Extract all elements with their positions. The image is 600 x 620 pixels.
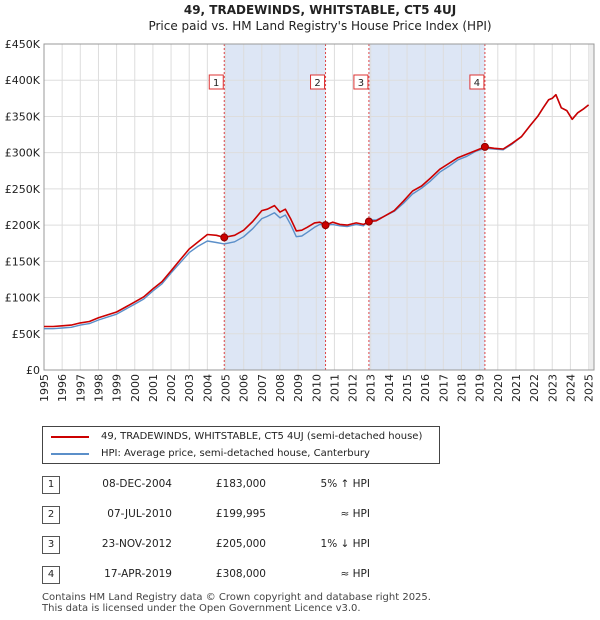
sale-point: [364, 217, 373, 226]
x-tick-label: 1998: [92, 374, 105, 402]
x-tick-label: 2021: [510, 374, 523, 402]
x-tick-label: 2004: [201, 374, 214, 402]
legend-label-hpi: HPI: Average price, semi-detached house,…: [101, 448, 370, 459]
sale-price: £199,995: [215, 508, 266, 520]
sale-date: 23-NOV-2012: [101, 538, 172, 550]
legend-swatch-blue: [51, 452, 89, 455]
sale-point: [220, 233, 229, 242]
sale-hpi-comparison: ≈ HPI: [340, 568, 370, 580]
x-tick-label: 2019: [474, 374, 487, 402]
sale-badge-label: 4: [474, 78, 480, 89]
sale-badge-box: [208, 74, 224, 90]
x-tick-label: 1997: [74, 374, 87, 402]
sale-number-badge: 1: [42, 476, 60, 494]
y-tick-label: £50K: [12, 328, 41, 341]
y-tick-label: £350K: [5, 110, 41, 123]
price-chart: 49, TRADEWINDS, WHITSTABLE, CT5 4UJ Pric…: [5, 3, 596, 402]
sale-badge-box: [310, 74, 326, 90]
x-tick-label: 2022: [528, 374, 541, 402]
x-tick-label: 1995: [38, 374, 51, 402]
x-tick-label: 1999: [111, 374, 124, 402]
x-tick-label: 2000: [129, 374, 142, 402]
sale-badge-label: 3: [358, 78, 364, 89]
x-tick-label: 2012: [347, 374, 360, 402]
sale-number-badge: 2: [42, 506, 60, 524]
y-tick-label: £400K: [5, 74, 41, 87]
sale-price: £183,000: [215, 478, 266, 490]
forecast-zone: [588, 44, 594, 370]
x-tick-label: 2008: [274, 374, 287, 402]
x-tick-label: 2010: [310, 374, 323, 402]
x-tick-label: 2001: [147, 374, 160, 402]
x-tick-label: 2005: [220, 374, 233, 402]
chart-title: 49, TRADEWINDS, WHITSTABLE, CT5 4UJ: [184, 3, 456, 17]
table-row: 1 08-DEC-2004 £183,000 5% ↑ HPI: [42, 476, 562, 496]
sale-hpi-comparison: ≈ HPI: [340, 508, 370, 520]
sale-number-badge: 3: [42, 536, 60, 554]
x-tick-label: 2007: [256, 374, 269, 402]
sale-price: £205,000: [215, 538, 266, 550]
x-tick-label: 2006: [238, 374, 251, 402]
x-tick-label: 2020: [492, 374, 505, 402]
legend-item-hpi: HPI: Average price, semi-detached house,…: [43, 445, 370, 462]
footer-attribution: Contains HM Land Registry data © Crown c…: [42, 592, 431, 614]
sale-badge-label: 1: [213, 78, 219, 89]
sale-date: 17-APR-2019: [104, 568, 172, 580]
sale-badge-label: 2: [314, 78, 320, 89]
y-tick-label: £450K: [5, 38, 41, 51]
x-tick-label: 2009: [292, 374, 305, 402]
sale-badge-box: [353, 74, 369, 90]
legend-item-property: 49, TRADEWINDS, WHITSTABLE, CT5 4UJ (sem…: [43, 428, 422, 445]
chart-subtitle: Price paid vs. HM Land Registry's House …: [148, 19, 491, 33]
x-tick-label: 2025: [583, 374, 596, 402]
x-tick-label: 2024: [564, 374, 577, 402]
sale-hpi-comparison: 5% ↑ HPI: [320, 478, 370, 490]
x-tick-label: 2017: [437, 374, 450, 402]
sale-point: [480, 142, 489, 151]
y-tick-label: £200K: [5, 219, 41, 232]
footer-copyright: Contains HM Land Registry data © Crown c…: [42, 592, 431, 603]
table-row: 4 17-APR-2019 £308,000 ≈ HPI: [42, 566, 562, 586]
sale-hpi-comparison: 1% ↓ HPI: [320, 538, 370, 550]
x-tick-label: 2014: [383, 374, 396, 402]
y-tick-label: £0: [26, 364, 40, 377]
table-row: 2 07-JUL-2010 £199,995 ≈ HPI: [42, 506, 562, 526]
x-tick-label: 1996: [56, 374, 69, 402]
x-tick-label: 2016: [419, 374, 432, 402]
sale-point: [321, 221, 330, 230]
shaded-range-2: [368, 44, 485, 370]
x-tick-label: 2002: [165, 374, 178, 402]
x-tick-label: 2015: [401, 374, 414, 402]
table-row: 3 23-NOV-2012 £205,000 1% ↓ HPI: [42, 536, 562, 556]
sale-date: 08-DEC-2004: [102, 478, 172, 490]
x-tick-label: 2011: [328, 374, 341, 402]
y-tick-label: £300K: [5, 147, 41, 160]
footer-license: This data is licensed under the Open Gov…: [42, 603, 361, 614]
y-tick-label: £250K: [5, 183, 41, 196]
x-tick-label: 2023: [546, 374, 559, 402]
sale-price: £308,000: [215, 568, 266, 580]
y-tick-label: £100K: [5, 292, 41, 305]
y-tick-label: £150K: [5, 255, 41, 268]
sale-number-badge: 4: [42, 566, 60, 584]
sale-badge-box: [469, 74, 485, 90]
legend-label-property: 49, TRADEWINDS, WHITSTABLE, CT5 4UJ (sem…: [101, 431, 423, 442]
plot-border: [43, 43, 595, 371]
x-tick-label: 2003: [183, 374, 196, 402]
legend: 49, TRADEWINDS, WHITSTABLE, CT5 4UJ (sem…: [42, 426, 440, 464]
sale-date: 07-JUL-2010: [107, 508, 172, 520]
x-tick-label: 2018: [455, 374, 468, 402]
legend-swatch-red: [51, 435, 89, 438]
x-tick-label: 2013: [365, 374, 378, 402]
